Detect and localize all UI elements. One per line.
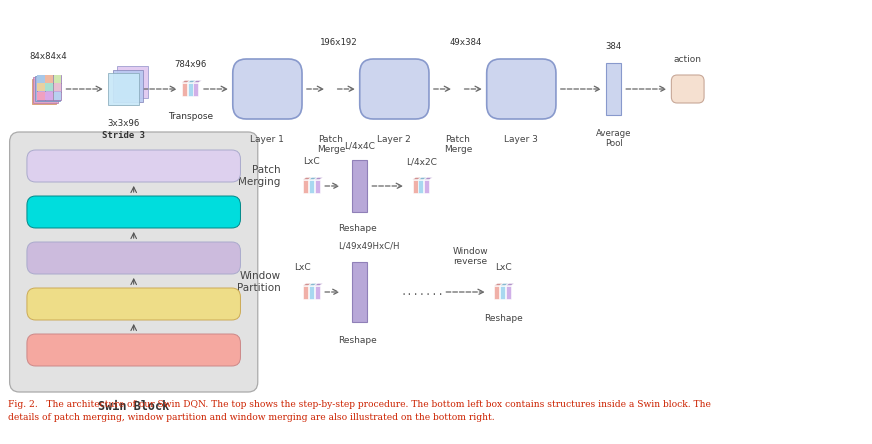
Bar	[53, 75, 61, 83]
Text: Reshape: Reshape	[338, 336, 378, 345]
FancyBboxPatch shape	[10, 132, 258, 392]
Bar	[303, 285, 308, 298]
Text: Grouped 1D Conv: Grouped 1D Conv	[87, 299, 180, 309]
Text: Stride 3: Stride 3	[102, 131, 145, 140]
Text: L/49x49HxC/H: L/49x49HxC/H	[338, 241, 400, 250]
Text: 2 Swin
Blocks: 2 Swin Blocks	[248, 78, 287, 100]
Text: Add & Norm: Add & Norm	[102, 253, 166, 263]
Text: action: action	[674, 55, 702, 64]
Bar	[45, 83, 53, 91]
Polygon shape	[194, 80, 201, 83]
Text: 784x96: 784x96	[174, 60, 207, 69]
Text: Swin Block: Swin Block	[98, 400, 169, 413]
Text: 84x84x4: 84x84x4	[30, 52, 67, 61]
Polygon shape	[424, 178, 433, 179]
FancyBboxPatch shape	[233, 59, 302, 119]
Bar	[501, 285, 505, 298]
FancyBboxPatch shape	[487, 59, 556, 119]
FancyBboxPatch shape	[27, 288, 241, 320]
Bar	[45, 75, 53, 83]
Text: Layer 3: Layer 3	[504, 135, 538, 144]
Bar	[31, 79, 57, 104]
Polygon shape	[303, 178, 311, 179]
Bar	[181, 83, 187, 95]
Text: LxC: LxC	[303, 157, 320, 166]
Bar	[194, 83, 199, 95]
Text: 49x384: 49x384	[449, 38, 481, 47]
Text: 3x3x96: 3x3x96	[107, 119, 140, 128]
Bar	[606, 63, 622, 115]
Polygon shape	[309, 284, 317, 285]
Polygon shape	[506, 284, 514, 285]
Bar	[315, 179, 320, 193]
Bar	[506, 285, 511, 298]
Bar	[35, 76, 59, 101]
Bar	[37, 75, 44, 83]
Bar	[112, 70, 143, 102]
Text: Patch
Merging: Patch Merging	[238, 165, 281, 187]
Bar	[33, 77, 58, 103]
Polygon shape	[303, 284, 311, 285]
Bar	[37, 92, 44, 100]
Polygon shape	[187, 80, 195, 83]
Text: 3 Swin
Blocks: 3 Swin Blocks	[375, 78, 414, 100]
Bar	[37, 83, 44, 91]
Bar	[108, 73, 139, 105]
FancyBboxPatch shape	[671, 75, 704, 103]
Bar	[118, 66, 148, 98]
FancyBboxPatch shape	[27, 196, 241, 228]
Text: LxC: LxC	[294, 263, 310, 272]
Text: Transpose: Transpose	[168, 112, 213, 121]
Text: Window
Partition: Window Partition	[237, 271, 281, 293]
Bar	[309, 285, 314, 298]
FancyBboxPatch shape	[27, 334, 241, 366]
Bar	[303, 179, 308, 193]
Bar	[419, 179, 424, 193]
Bar	[315, 285, 320, 298]
Text: 196x192: 196x192	[320, 38, 358, 47]
Text: (Shifted) Window Partition: (Shifted) Window Partition	[65, 345, 202, 355]
Polygon shape	[309, 178, 317, 179]
Text: L/4x2C: L/4x2C	[405, 157, 437, 166]
Polygon shape	[419, 178, 426, 179]
Bar	[187, 83, 193, 95]
Polygon shape	[412, 178, 421, 179]
FancyBboxPatch shape	[360, 59, 429, 119]
Text: 2 Swin
Blocks: 2 Swin Blocks	[501, 78, 541, 100]
Text: Layer 2: Layer 2	[378, 135, 412, 144]
Polygon shape	[315, 178, 323, 179]
Text: .......: .......	[400, 287, 444, 297]
Text: LxC: LxC	[494, 263, 511, 272]
Bar	[494, 285, 500, 298]
Bar	[352, 160, 367, 212]
Polygon shape	[501, 284, 508, 285]
FancyBboxPatch shape	[27, 242, 241, 274]
Text: Reshape: Reshape	[338, 224, 378, 233]
Polygon shape	[315, 284, 323, 285]
Text: Fig. 2.   The architecture of our Swin DQN. The top shows the step-by-step proce: Fig. 2. The architecture of our Swin DQN…	[8, 400, 711, 421]
Text: Patch
Merge: Patch Merge	[317, 135, 345, 155]
Text: L/4x4C: L/4x4C	[344, 141, 375, 150]
Text: Patch
Merge: Patch Merge	[444, 135, 472, 155]
Bar	[412, 179, 418, 193]
Bar	[53, 83, 61, 91]
Polygon shape	[181, 80, 190, 83]
Bar	[45, 92, 53, 100]
Bar	[309, 179, 314, 193]
Bar	[53, 92, 61, 100]
Text: Layer 1: Layer 1	[250, 135, 284, 144]
Text: 384: 384	[605, 42, 622, 51]
Bar	[424, 179, 429, 193]
FancyBboxPatch shape	[27, 150, 241, 182]
Bar	[37, 75, 61, 100]
Bar	[352, 262, 367, 322]
Text: (Shifted) Window Reverse: (Shifted) Window Reverse	[66, 161, 201, 171]
Text: Window
reverse: Window reverse	[453, 246, 488, 266]
Text: Reshape: Reshape	[484, 314, 522, 323]
Polygon shape	[494, 284, 502, 285]
Text: Average
Pool: Average Pool	[596, 129, 631, 148]
Text: 2 Linear layers & Add: 2 Linear layers & Add	[78, 207, 190, 217]
